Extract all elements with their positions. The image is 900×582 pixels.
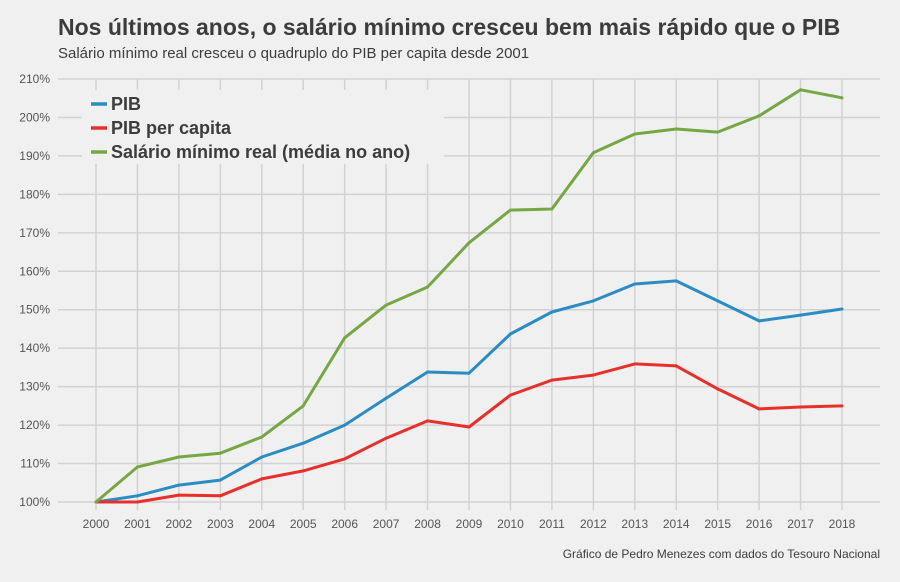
y-tick-label: 190% [19, 149, 50, 163]
data-point [716, 130, 720, 134]
data-point [426, 285, 430, 289]
data-point [177, 493, 181, 497]
y-tick-label: 120% [19, 418, 50, 432]
legend-label: PIB [111, 94, 141, 114]
data-point [840, 307, 844, 311]
data-point [757, 319, 761, 323]
chart-caption: Gráfico de Pedro Menezes com dados do Te… [562, 547, 880, 561]
data-point [840, 96, 844, 100]
data-point [135, 465, 139, 469]
legend-box [82, 90, 444, 164]
data-point [260, 477, 264, 481]
data-point [674, 279, 678, 283]
data-point [591, 151, 595, 155]
data-point [177, 455, 181, 459]
data-point [384, 396, 388, 400]
legend-label: PIB per capita [111, 118, 232, 138]
data-point [467, 425, 471, 429]
data-point [426, 370, 430, 374]
data-point [135, 494, 139, 498]
x-tick-label: 2016 [746, 517, 773, 531]
data-point [674, 127, 678, 131]
y-tick-label: 130% [19, 380, 50, 394]
data-point [757, 114, 761, 118]
x-tick-label: 2004 [248, 517, 275, 531]
y-tick-label: 150% [19, 303, 50, 317]
data-point [799, 88, 803, 92]
data-point [467, 241, 471, 245]
chart-title: Nos últimos anos, o salário mínimo cresc… [58, 14, 841, 40]
data-point [301, 441, 305, 445]
data-point [550, 207, 554, 211]
data-point [343, 457, 347, 461]
data-point [94, 500, 98, 504]
x-tick-label: 2010 [497, 517, 524, 531]
data-point [218, 478, 222, 482]
x-tick-label: 2011 [539, 517, 565, 531]
y-tick-label: 180% [19, 187, 50, 201]
x-tick-label: 2001 [124, 517, 151, 531]
data-point [218, 494, 222, 498]
data-point [508, 393, 512, 397]
data-point [177, 483, 181, 487]
data-point [799, 313, 803, 317]
data-point [550, 378, 554, 382]
x-tick-label: 2005 [290, 517, 317, 531]
data-point [716, 299, 720, 303]
data-point [550, 310, 554, 314]
data-point [260, 455, 264, 459]
y-tick-label: 110% [20, 457, 50, 471]
x-tick-label: 2015 [704, 517, 731, 531]
x-tick-label: 2012 [580, 517, 607, 531]
y-tick-label: 160% [19, 264, 50, 278]
data-point [135, 500, 139, 504]
data-point [426, 419, 430, 423]
data-point [467, 371, 471, 375]
data-point [384, 303, 388, 307]
x-tick-label: 2017 [787, 517, 814, 531]
data-point [384, 436, 388, 440]
chart-subtitle: Salário mínimo real cresceu o quadruplo … [58, 45, 530, 62]
data-point [508, 332, 512, 336]
data-point [591, 299, 595, 303]
x-tick-label: 2018 [829, 517, 856, 531]
data-point [591, 373, 595, 377]
x-tick-label: 2014 [663, 517, 690, 531]
data-point [757, 407, 761, 411]
data-point [840, 404, 844, 408]
x-tick-label: 2009 [456, 517, 483, 531]
y-tick-label: 210% [19, 72, 50, 86]
x-tick-label: 2002 [166, 517, 193, 531]
x-tick-label: 2008 [414, 517, 441, 531]
data-point [343, 423, 347, 427]
data-point [633, 362, 637, 366]
data-point [633, 132, 637, 136]
data-point [633, 282, 637, 286]
x-tick-label: 2000 [83, 517, 110, 531]
data-point [799, 405, 803, 409]
data-point [301, 469, 305, 473]
x-tick-label: 2007 [373, 517, 400, 531]
data-point [508, 208, 512, 212]
x-tick-label: 2006 [331, 517, 358, 531]
x-tick-label: 2013 [621, 517, 648, 531]
y-tick-label: 170% [19, 226, 50, 240]
legend-label: Salário mínimo real (média no ano) [111, 142, 410, 162]
data-point [674, 364, 678, 368]
y-tick-label: 200% [19, 110, 50, 124]
data-point [260, 435, 264, 439]
y-tick-label: 100% [19, 495, 50, 509]
data-point [343, 336, 347, 340]
y-tick-label: 140% [19, 341, 50, 355]
x-tick-label: 2003 [207, 517, 234, 531]
data-point [301, 404, 305, 408]
data-point [218, 451, 222, 455]
data-point [716, 387, 720, 391]
